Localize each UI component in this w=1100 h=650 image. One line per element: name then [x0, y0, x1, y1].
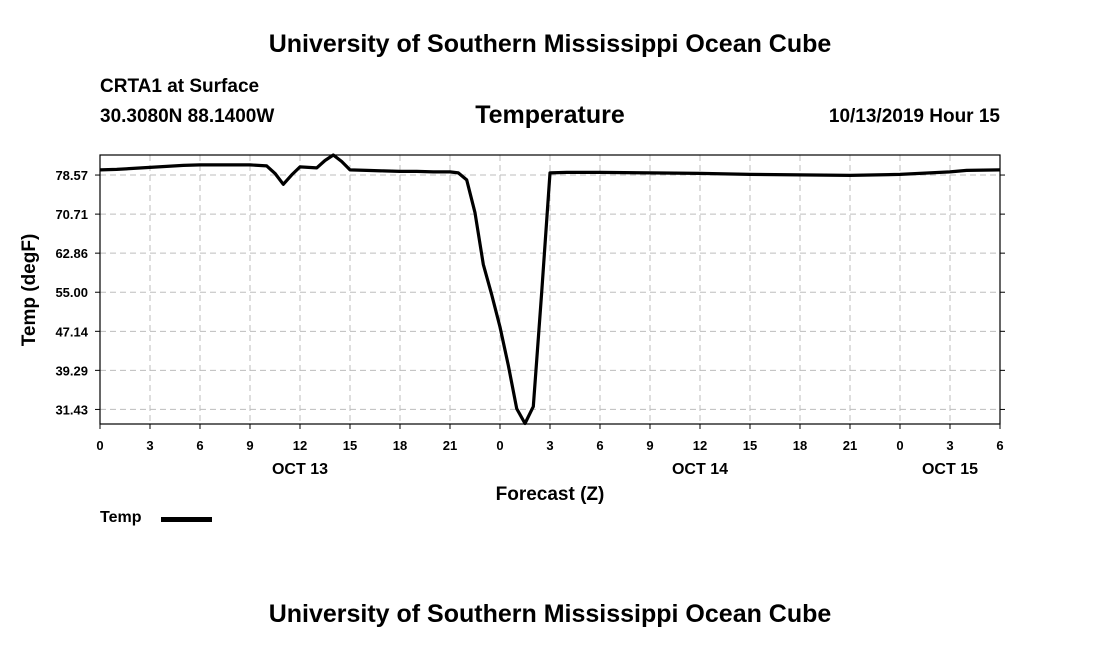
- series-layer: [99, 153, 1001, 426]
- x-tick-label: 18: [793, 438, 807, 453]
- page-title: University of Southern Mississippi Ocean…: [268, 30, 832, 58]
- station-label: CRTA1 at Surface: [100, 76, 260, 97]
- x-axis-label: Forecast (Z): [496, 484, 605, 505]
- x-tick-label: 21: [843, 438, 857, 453]
- y-tick-label: 78.57: [55, 168, 88, 183]
- y-tick-label: 70.71: [55, 207, 88, 222]
- x-tick-label: 6: [996, 438, 1003, 453]
- chart-title: Temperature: [475, 101, 625, 129]
- date-label: OCT 13: [272, 461, 328, 478]
- x-tick-label: 0: [496, 438, 503, 453]
- x-tick-label: 6: [596, 438, 603, 453]
- x-tick-label: 15: [743, 438, 757, 453]
- x-tick-label: 0: [896, 438, 903, 453]
- grid-layer: [100, 155, 1000, 424]
- x-tick-label: 9: [646, 438, 653, 453]
- x-tick-label: 15: [343, 438, 357, 453]
- x-tick-label: 9: [246, 438, 253, 453]
- y-tick-label: 31.43: [55, 402, 88, 417]
- legend-swatch-temp: [161, 517, 212, 522]
- date-label: OCT 15: [922, 461, 978, 478]
- station-coordinates: 30.3080N 88.1400W: [100, 106, 275, 127]
- x-tick-label: 3: [146, 438, 153, 453]
- y-tick-label: 55.00: [55, 285, 88, 300]
- x-tick-label: 18: [393, 438, 407, 453]
- x-tick-label: 12: [293, 438, 307, 453]
- forecast-datetime: 10/13/2019 Hour 15: [828, 106, 1000, 127]
- x-tick-label: 3: [546, 438, 553, 453]
- legend-label: Temp: [100, 509, 142, 526]
- x-tick-label: 21: [443, 438, 457, 453]
- series-line-temp: [99, 153, 1001, 426]
- labels-layer: 0 3 6 9 12 15 18 21 0 3 6 9 12 15 18 21 0 3 6 31.43 39.29 47.…: [19, 168, 1004, 505]
- y-tick-label: 62.86: [55, 246, 88, 261]
- y-axis-label: Temp (degF): [19, 234, 40, 347]
- x-tick-label: 0: [96, 438, 103, 453]
- x-tick-label: 6: [196, 438, 203, 453]
- date-label: OCT 14: [672, 461, 728, 478]
- x-tick-label: 12: [693, 438, 707, 453]
- y-tick-label: 47.14: [55, 324, 88, 339]
- y-tick-label: 39.29: [55, 363, 88, 378]
- x-tick-label: 3: [946, 438, 953, 453]
- footer-title: University of Southern Mississippi Ocean…: [268, 600, 832, 628]
- axes-layer: [95, 154, 1005, 429]
